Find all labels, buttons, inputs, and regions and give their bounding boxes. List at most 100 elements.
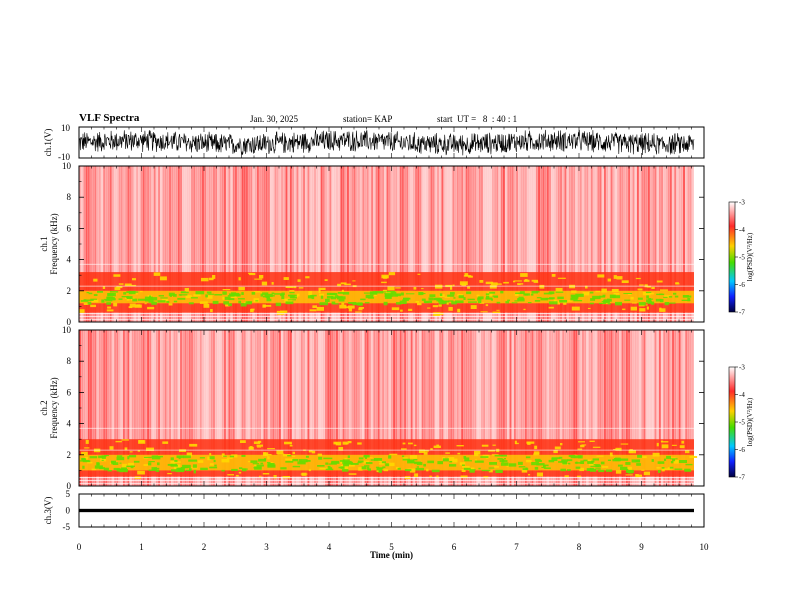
ch2-spectrogram-core-speckle: [508, 463, 517, 467]
ch2-spectrogram-streak: [584, 330, 587, 486]
ch1-spectrogram-band-speckle: [489, 284, 497, 289]
ch1-spectrogram-band-speckle: [225, 303, 230, 307]
ch2-spectrogram-core-speckle: [427, 460, 434, 464]
ch2-spectrogram-core-speckle: [684, 468, 691, 471]
ch2-spectrogram-band-speckle: [167, 473, 172, 475]
ch2-spectrogram-band-speckle: [534, 445, 538, 450]
ch1-spectrogram-core-speckle: [638, 302, 646, 306]
ch2-spectrogram-band-speckle: [276, 450, 284, 454]
ch1-spectrogram-streak: [278, 166, 281, 322]
ch1-spectrogram-streak: [307, 166, 310, 322]
ch1-spectrogram-core-speckle: [571, 295, 579, 299]
ch2-spectrogram-core-speckle: [591, 460, 595, 463]
ch1-spectrogram-streak: [151, 166, 154, 322]
ch2-spectrogram-core-speckle: [176, 455, 184, 459]
ch2-spectrogram-streak: [445, 330, 448, 486]
ch2-spectrogram-streak: [248, 330, 251, 486]
ch2-spectrogram-streak: [180, 330, 183, 486]
ch2-spectrogram-streak: [138, 330, 141, 486]
ch2-spectrogram-streak: [426, 330, 429, 486]
ch2-spectrogram-core-speckle: [323, 457, 333, 460]
ch2-spectrogram-core-speckle: [474, 460, 484, 463]
ch1-spectrogram-band-speckle: [479, 280, 484, 283]
ch2-spectrogram-band-speckle: [342, 441, 348, 445]
time-axis: 0 1 2 3 4 5 6 7 8 9 10 Time (min): [77, 542, 709, 560]
ch1-spectrogram-band-speckle: [201, 277, 209, 282]
ch2-spectrogram-core-speckle: [285, 460, 294, 463]
ch2-spectrogram-streak: [432, 330, 435, 486]
ch2-spectrogram-band-speckle: [401, 448, 407, 450]
ch1-spectrogram-streak: [193, 166, 196, 322]
ch2-spectrogram-ytick-label: 2: [67, 450, 72, 460]
ch2-spectrogram-streak: [474, 330, 477, 486]
ch1-spectrogram-colorbar-bar: [728, 201, 736, 313]
ch2-spectrogram-band-speckle: [138, 440, 145, 443]
ch2-spectrogram-streak: [202, 330, 204, 486]
ch1-spectrogram-core-speckle: [337, 296, 346, 300]
ch1-spectrogram-core-speckle: [385, 295, 393, 297]
ch1-spectrogram-band-speckle: [523, 279, 530, 282]
ch2-spectrogram-ylabel2: Frequency (kHz): [49, 377, 59, 438]
ch1-spectrogram-streak: [155, 166, 158, 322]
ch2-spectrogram-streak: [199, 330, 202, 486]
ch2-spectrogram-streak: [204, 330, 207, 486]
ch1-spectrogram-band-speckle: [517, 283, 524, 285]
ch2-spectrogram-core-speckle: [575, 466, 581, 469]
ch2-spectrogram-band-speckle: [292, 451, 295, 455]
ch2-spectrogram-core-speckle: [116, 455, 123, 457]
ch2-spectrogram-core-speckle: [583, 459, 588, 462]
ch2-spectrogram-core-speckle: [188, 459, 198, 462]
ch1-spectrogram-core-speckle: [485, 297, 493, 300]
ch1-spectrogram-streak: [311, 166, 314, 322]
ch1-spectrogram-band-speckle: [344, 306, 349, 309]
ch2-spectrogram-core-speckle: [470, 469, 476, 471]
ch2-spectrogram-streak: [351, 330, 354, 486]
ch1-spectrogram-core-speckle: [400, 292, 404, 296]
ch1-spectrogram-streak: [206, 166, 209, 322]
ch2-spectrogram-streak: [502, 330, 505, 486]
ch2-spectrogram-core-speckle: [128, 455, 137, 458]
ch2-spectrogram-core-speckle: [685, 463, 693, 466]
ch1-spectrogram-streak: [489, 166, 492, 322]
ch1-spectrogram-core-speckle: [536, 297, 542, 299]
ch2-spectrogram-streak: [641, 330, 644, 486]
ch1-spectrogram-band-speckle: [413, 287, 417, 290]
ch1-spectrogram-streak: [377, 166, 380, 322]
ch1-spectrogram-band-speckle: [259, 275, 264, 279]
ch1-spectrogram-streak: [494, 166, 497, 322]
ch2-spectrogram-streak: [520, 330, 523, 486]
ch1-spectrogram-band-speckle: [503, 281, 509, 284]
ch1-spectrogram-band-speckle: [128, 306, 133, 309]
ch2-spectrogram-core-speckle: [600, 461, 605, 465]
ch2-spectrogram-streak: [349, 330, 352, 486]
ch2-spectrogram-core-speckle: [280, 467, 287, 470]
ch2-spectrogram-core-speckle: [127, 456, 130, 460]
ch2-spectrogram-band-speckle: [457, 452, 461, 455]
ch1-spectrogram-band-speckle: [533, 281, 539, 283]
ch1-spectrogram-streak: [551, 166, 554, 322]
ch2-spectrogram-core-speckle: [363, 455, 367, 458]
ch2-spectrogram-band-speckle: [227, 474, 234, 476]
ch2-spectrogram-core-speckle: [567, 462, 571, 465]
ch2-spectrogram-core-speckle: [213, 459, 216, 463]
ch2-spectrogram-band-speckle: [256, 444, 263, 447]
ch1-spectrogram-core-speckle: [224, 296, 231, 300]
ch1-spectrogram-streak: [634, 166, 637, 322]
ch2-spectrogram-core-speckle: [151, 456, 161, 460]
ch1-spectrogram-streak: [478, 166, 481, 322]
ch1-spectrogram-core-speckle: [534, 300, 541, 302]
ch2-spectrogram-streak: [689, 330, 692, 486]
ch2-spectrogram-band-speckle: [259, 475, 262, 477]
ch1-spectrogram-core-speckle: [240, 303, 247, 307]
ch1-spectrogram-band-speckle: [457, 308, 461, 313]
ch1-spectrogram-band-speckle: [285, 286, 294, 288]
ch1-spectrogram-streak: [166, 166, 169, 322]
ch2-spectrogram-streak: [118, 330, 121, 486]
ch1-spectrogram-streak: [432, 166, 435, 322]
ch2-spectrogram-streak: [296, 330, 299, 486]
ch2-spectrogram-streak: [390, 330, 393, 486]
ch2-spectrogram-streak: [89, 330, 92, 486]
ch2-spectrogram-streak: [85, 330, 88, 486]
ch1-spectrogram-streak: [256, 166, 259, 322]
ch2-spectrogram-streak: [184, 330, 187, 486]
